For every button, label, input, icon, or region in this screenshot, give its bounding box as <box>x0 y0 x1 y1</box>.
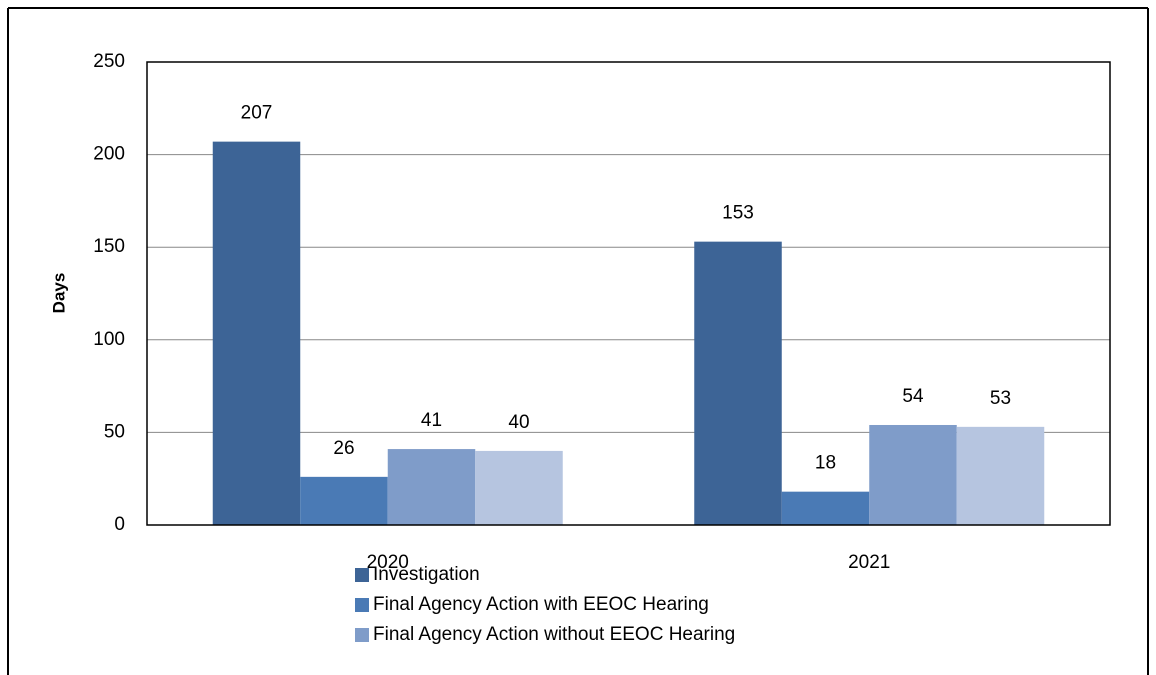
legend-label: Final Agency Action with EEOC Hearing <box>373 594 709 615</box>
legend-swatch <box>355 628 369 642</box>
bar <box>781 491 870 525</box>
legend-label: Final Agency Action without EEOC Hearing <box>373 624 735 645</box>
data-label: 53 <box>990 388 1011 409</box>
data-label: 40 <box>508 412 529 433</box>
data-label: 153 <box>722 203 754 224</box>
plot-border <box>146 61 1111 526</box>
y-tick-label: 150 <box>93 236 125 257</box>
data-label: 26 <box>333 438 354 459</box>
y-axis-label: Days <box>49 273 68 314</box>
y-tick-label: 250 <box>93 51 125 72</box>
bar <box>212 141 301 526</box>
bar <box>300 476 388 525</box>
y-tick-label: 200 <box>93 144 125 165</box>
y-tick-label: 100 <box>93 329 125 350</box>
y-tick-label: 0 <box>114 514 125 535</box>
x-tick-label: 2020 <box>367 552 409 573</box>
data-label: 41 <box>421 410 442 431</box>
data-label: 207 <box>241 103 273 124</box>
legend-swatch <box>355 568 369 582</box>
legend-label: Investigation <box>373 564 480 585</box>
bar <box>869 424 957 525</box>
bar <box>956 426 1045 525</box>
bar <box>475 450 563 525</box>
data-label: 18 <box>815 453 836 474</box>
y-tick-label: 50 <box>104 421 125 442</box>
bar <box>694 241 782 526</box>
data-label: 54 <box>902 386 924 407</box>
x-tick-label: 2021 <box>848 552 890 573</box>
bar <box>387 449 476 525</box>
legend-swatch <box>355 598 369 612</box>
